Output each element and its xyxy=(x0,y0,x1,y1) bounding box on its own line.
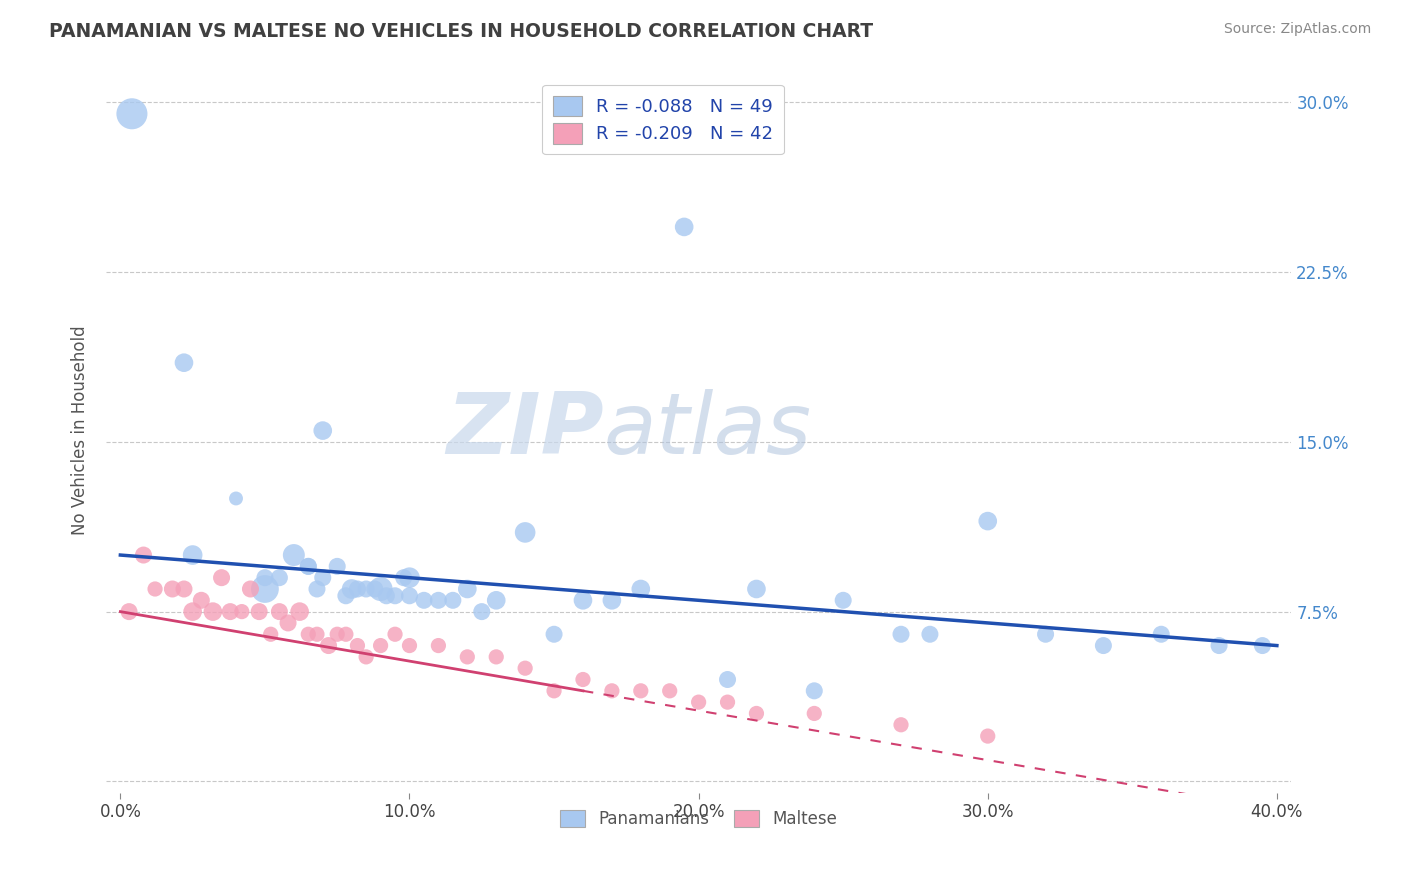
Point xyxy=(600,593,623,607)
Point xyxy=(471,605,494,619)
Point xyxy=(173,356,195,370)
Point xyxy=(716,695,738,709)
Point xyxy=(398,589,420,603)
Point xyxy=(283,548,305,562)
Point xyxy=(427,593,450,607)
Point xyxy=(326,559,349,574)
Point xyxy=(277,615,299,630)
Point xyxy=(340,582,363,596)
Point xyxy=(890,627,912,641)
Point xyxy=(253,571,276,585)
Point xyxy=(247,605,270,619)
Point xyxy=(630,582,652,596)
Point xyxy=(162,582,184,596)
Point xyxy=(211,571,233,585)
Point xyxy=(297,627,319,641)
Point xyxy=(572,593,595,607)
Point xyxy=(745,582,768,596)
Point xyxy=(745,706,768,721)
Point xyxy=(427,639,450,653)
Point xyxy=(398,639,420,653)
Point xyxy=(305,582,328,596)
Point xyxy=(335,589,357,603)
Point xyxy=(688,695,710,709)
Y-axis label: No Vehicles in Household: No Vehicles in Household xyxy=(72,326,89,535)
Point xyxy=(803,683,825,698)
Point xyxy=(977,729,1000,743)
Point xyxy=(716,673,738,687)
Point xyxy=(392,571,415,585)
Point xyxy=(630,683,652,698)
Point xyxy=(456,582,478,596)
Point xyxy=(384,589,406,603)
Point xyxy=(143,582,166,596)
Point xyxy=(181,605,204,619)
Point xyxy=(231,605,253,619)
Point xyxy=(384,627,406,641)
Point xyxy=(977,514,1000,528)
Point xyxy=(364,582,387,596)
Point xyxy=(673,219,696,234)
Point xyxy=(335,627,357,641)
Point xyxy=(121,107,143,121)
Point xyxy=(269,571,291,585)
Point xyxy=(260,627,283,641)
Point xyxy=(312,424,335,438)
Point xyxy=(832,593,855,607)
Point xyxy=(346,639,368,653)
Point xyxy=(253,582,276,596)
Point xyxy=(398,571,420,585)
Point xyxy=(1035,627,1057,641)
Legend: Panamanians, Maltese: Panamanians, Maltese xyxy=(553,804,844,835)
Point xyxy=(346,582,368,596)
Point xyxy=(239,582,262,596)
Point xyxy=(269,605,291,619)
Point xyxy=(456,649,478,664)
Point xyxy=(132,548,155,562)
Point xyxy=(803,706,825,721)
Point xyxy=(173,582,195,596)
Point xyxy=(354,649,377,664)
Point xyxy=(515,525,537,540)
Point xyxy=(515,661,537,675)
Point xyxy=(181,548,204,562)
Point xyxy=(890,718,912,732)
Point xyxy=(318,639,340,653)
Point xyxy=(658,683,681,698)
Point xyxy=(375,589,398,603)
Point xyxy=(1251,639,1274,653)
Point xyxy=(413,593,436,607)
Text: atlas: atlas xyxy=(603,389,811,472)
Point xyxy=(1208,639,1230,653)
Point xyxy=(219,605,242,619)
Text: PANAMANIAN VS MALTESE NO VEHICLES IN HOUSEHOLD CORRELATION CHART: PANAMANIAN VS MALTESE NO VEHICLES IN HOU… xyxy=(49,22,873,41)
Point xyxy=(288,605,311,619)
Point xyxy=(441,593,464,607)
Point xyxy=(543,627,565,641)
Point xyxy=(543,683,565,698)
Point xyxy=(190,593,212,607)
Point xyxy=(305,627,328,641)
Point xyxy=(312,571,335,585)
Point xyxy=(201,605,224,619)
Point xyxy=(918,627,941,641)
Point xyxy=(326,627,349,641)
Point xyxy=(118,605,141,619)
Point xyxy=(485,649,508,664)
Point xyxy=(370,639,392,653)
Point xyxy=(572,673,595,687)
Point xyxy=(297,559,319,574)
Point xyxy=(1150,627,1173,641)
Point xyxy=(225,491,247,506)
Text: Source: ZipAtlas.com: Source: ZipAtlas.com xyxy=(1223,22,1371,37)
Point xyxy=(600,683,623,698)
Point xyxy=(1092,639,1115,653)
Text: ZIP: ZIP xyxy=(446,389,603,472)
Point xyxy=(354,582,377,596)
Point xyxy=(297,559,319,574)
Point xyxy=(370,582,392,596)
Point xyxy=(485,593,508,607)
